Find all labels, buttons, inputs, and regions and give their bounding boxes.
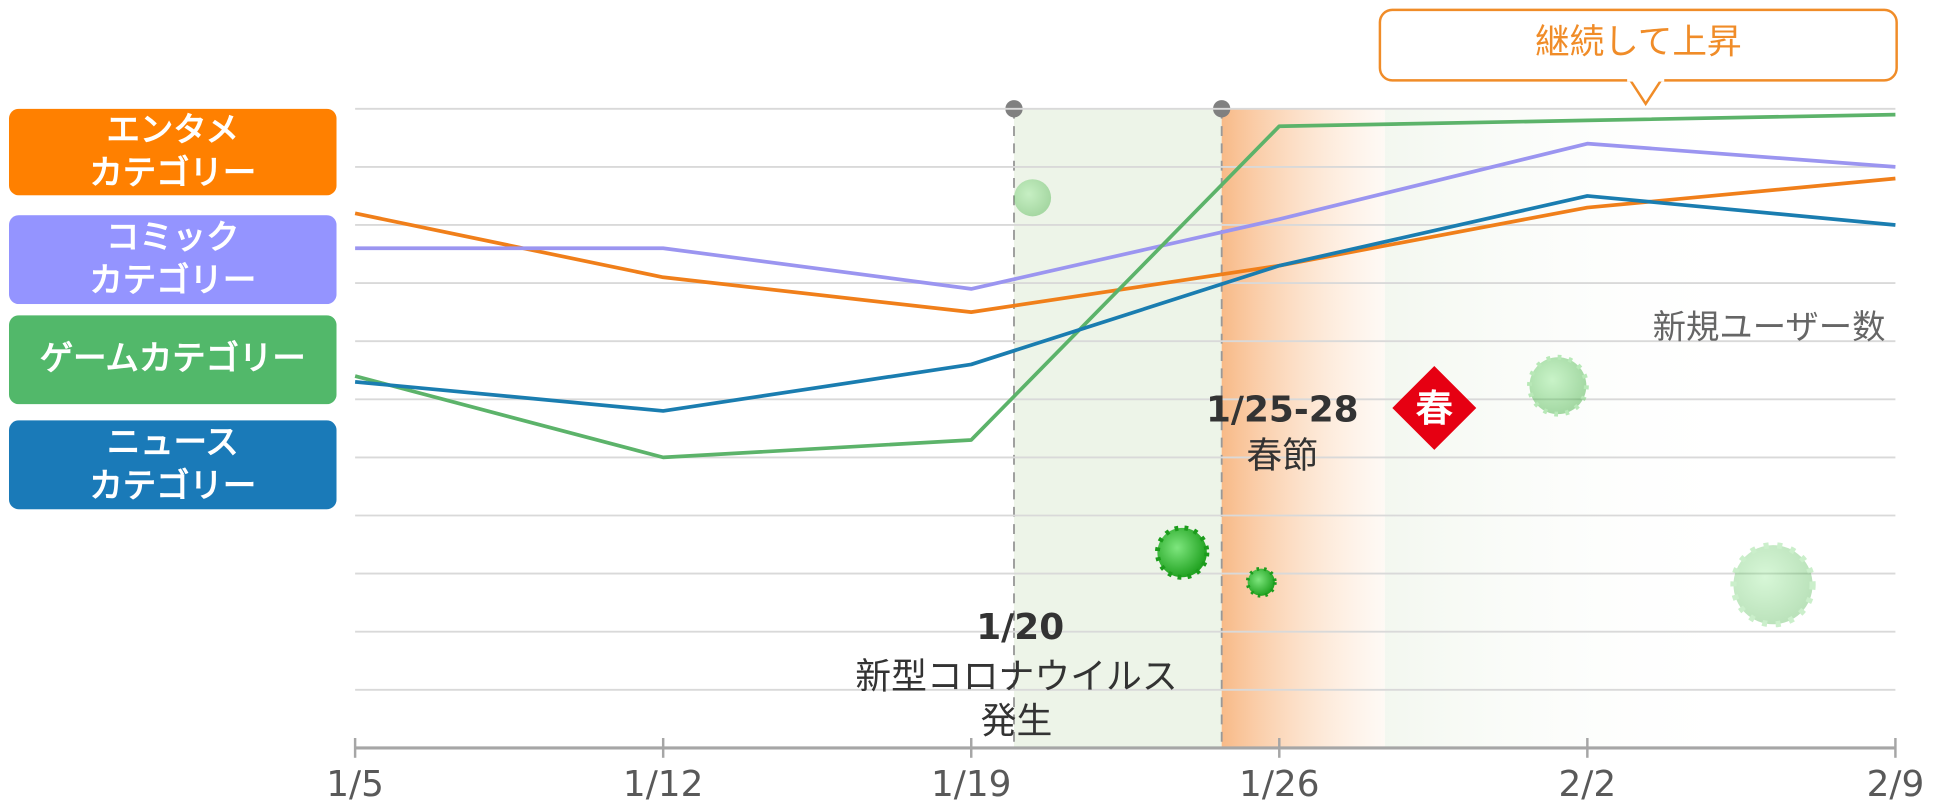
y-axis-label: 新規ユーザー数: [1653, 307, 1886, 346]
series-line: [355, 141, 1896, 291]
series-line: [354, 176, 1896, 314]
corona-label: 新型コロナウイルス: [855, 657, 1177, 698]
callout-pointer: [1628, 78, 1663, 107]
spring-band: [1221, 108, 1385, 748]
virus-icon: [1245, 566, 1277, 598]
x-tick-label: 1/12: [623, 764, 703, 805]
background-bands: [1005, 100, 1756, 748]
legend-label: エンタメ カテゴリー: [8, 108, 337, 196]
corona-label: 発生: [981, 701, 1053, 742]
x-tick-label: 1/26: [1239, 764, 1319, 805]
legend-label: コミック カテゴリー: [8, 215, 337, 305]
corona-band: [1014, 108, 1222, 748]
legend-label: ニュース カテゴリー: [8, 420, 337, 510]
legend-item: ゲームカテゴリー: [8, 315, 337, 405]
x-tick-label: 1/19: [931, 764, 1011, 805]
spring-date: 1/25-28: [1206, 390, 1359, 431]
callout-pointer-mask: [1627, 76, 1665, 82]
legend-item: コミック カテゴリー: [8, 215, 337, 305]
series-line: [354, 194, 1896, 413]
x-tick-label: 2/2: [1559, 764, 1617, 805]
x-tick-label: 2/9: [1867, 764, 1925, 805]
spring-label: 春節: [1246, 435, 1318, 476]
legend-label: ゲームカテゴリー: [8, 315, 337, 405]
series-line: [354, 112, 1896, 460]
virus-icon: [1014, 179, 1052, 217]
grid: [355, 107, 1896, 750]
x-axis: 1/5 1/12 1/19 1/26 2/2 2/9: [326, 738, 1924, 805]
callout-text: 継続して上昇: [1535, 22, 1742, 62]
virus-icons: [1014, 179, 1816, 628]
virus-icon: [1154, 525, 1210, 580]
x-tick-label: 1/5: [326, 764, 384, 805]
spring-badge-text: 春: [1416, 387, 1453, 430]
lines: [354, 112, 1896, 460]
virus-icon: [1730, 542, 1816, 628]
virus-icon: [1527, 354, 1589, 417]
legend-item: ニュース カテゴリー: [8, 420, 337, 510]
legend-item: エンタメ カテゴリー: [8, 108, 337, 196]
corona-date: 1/20: [976, 607, 1064, 648]
